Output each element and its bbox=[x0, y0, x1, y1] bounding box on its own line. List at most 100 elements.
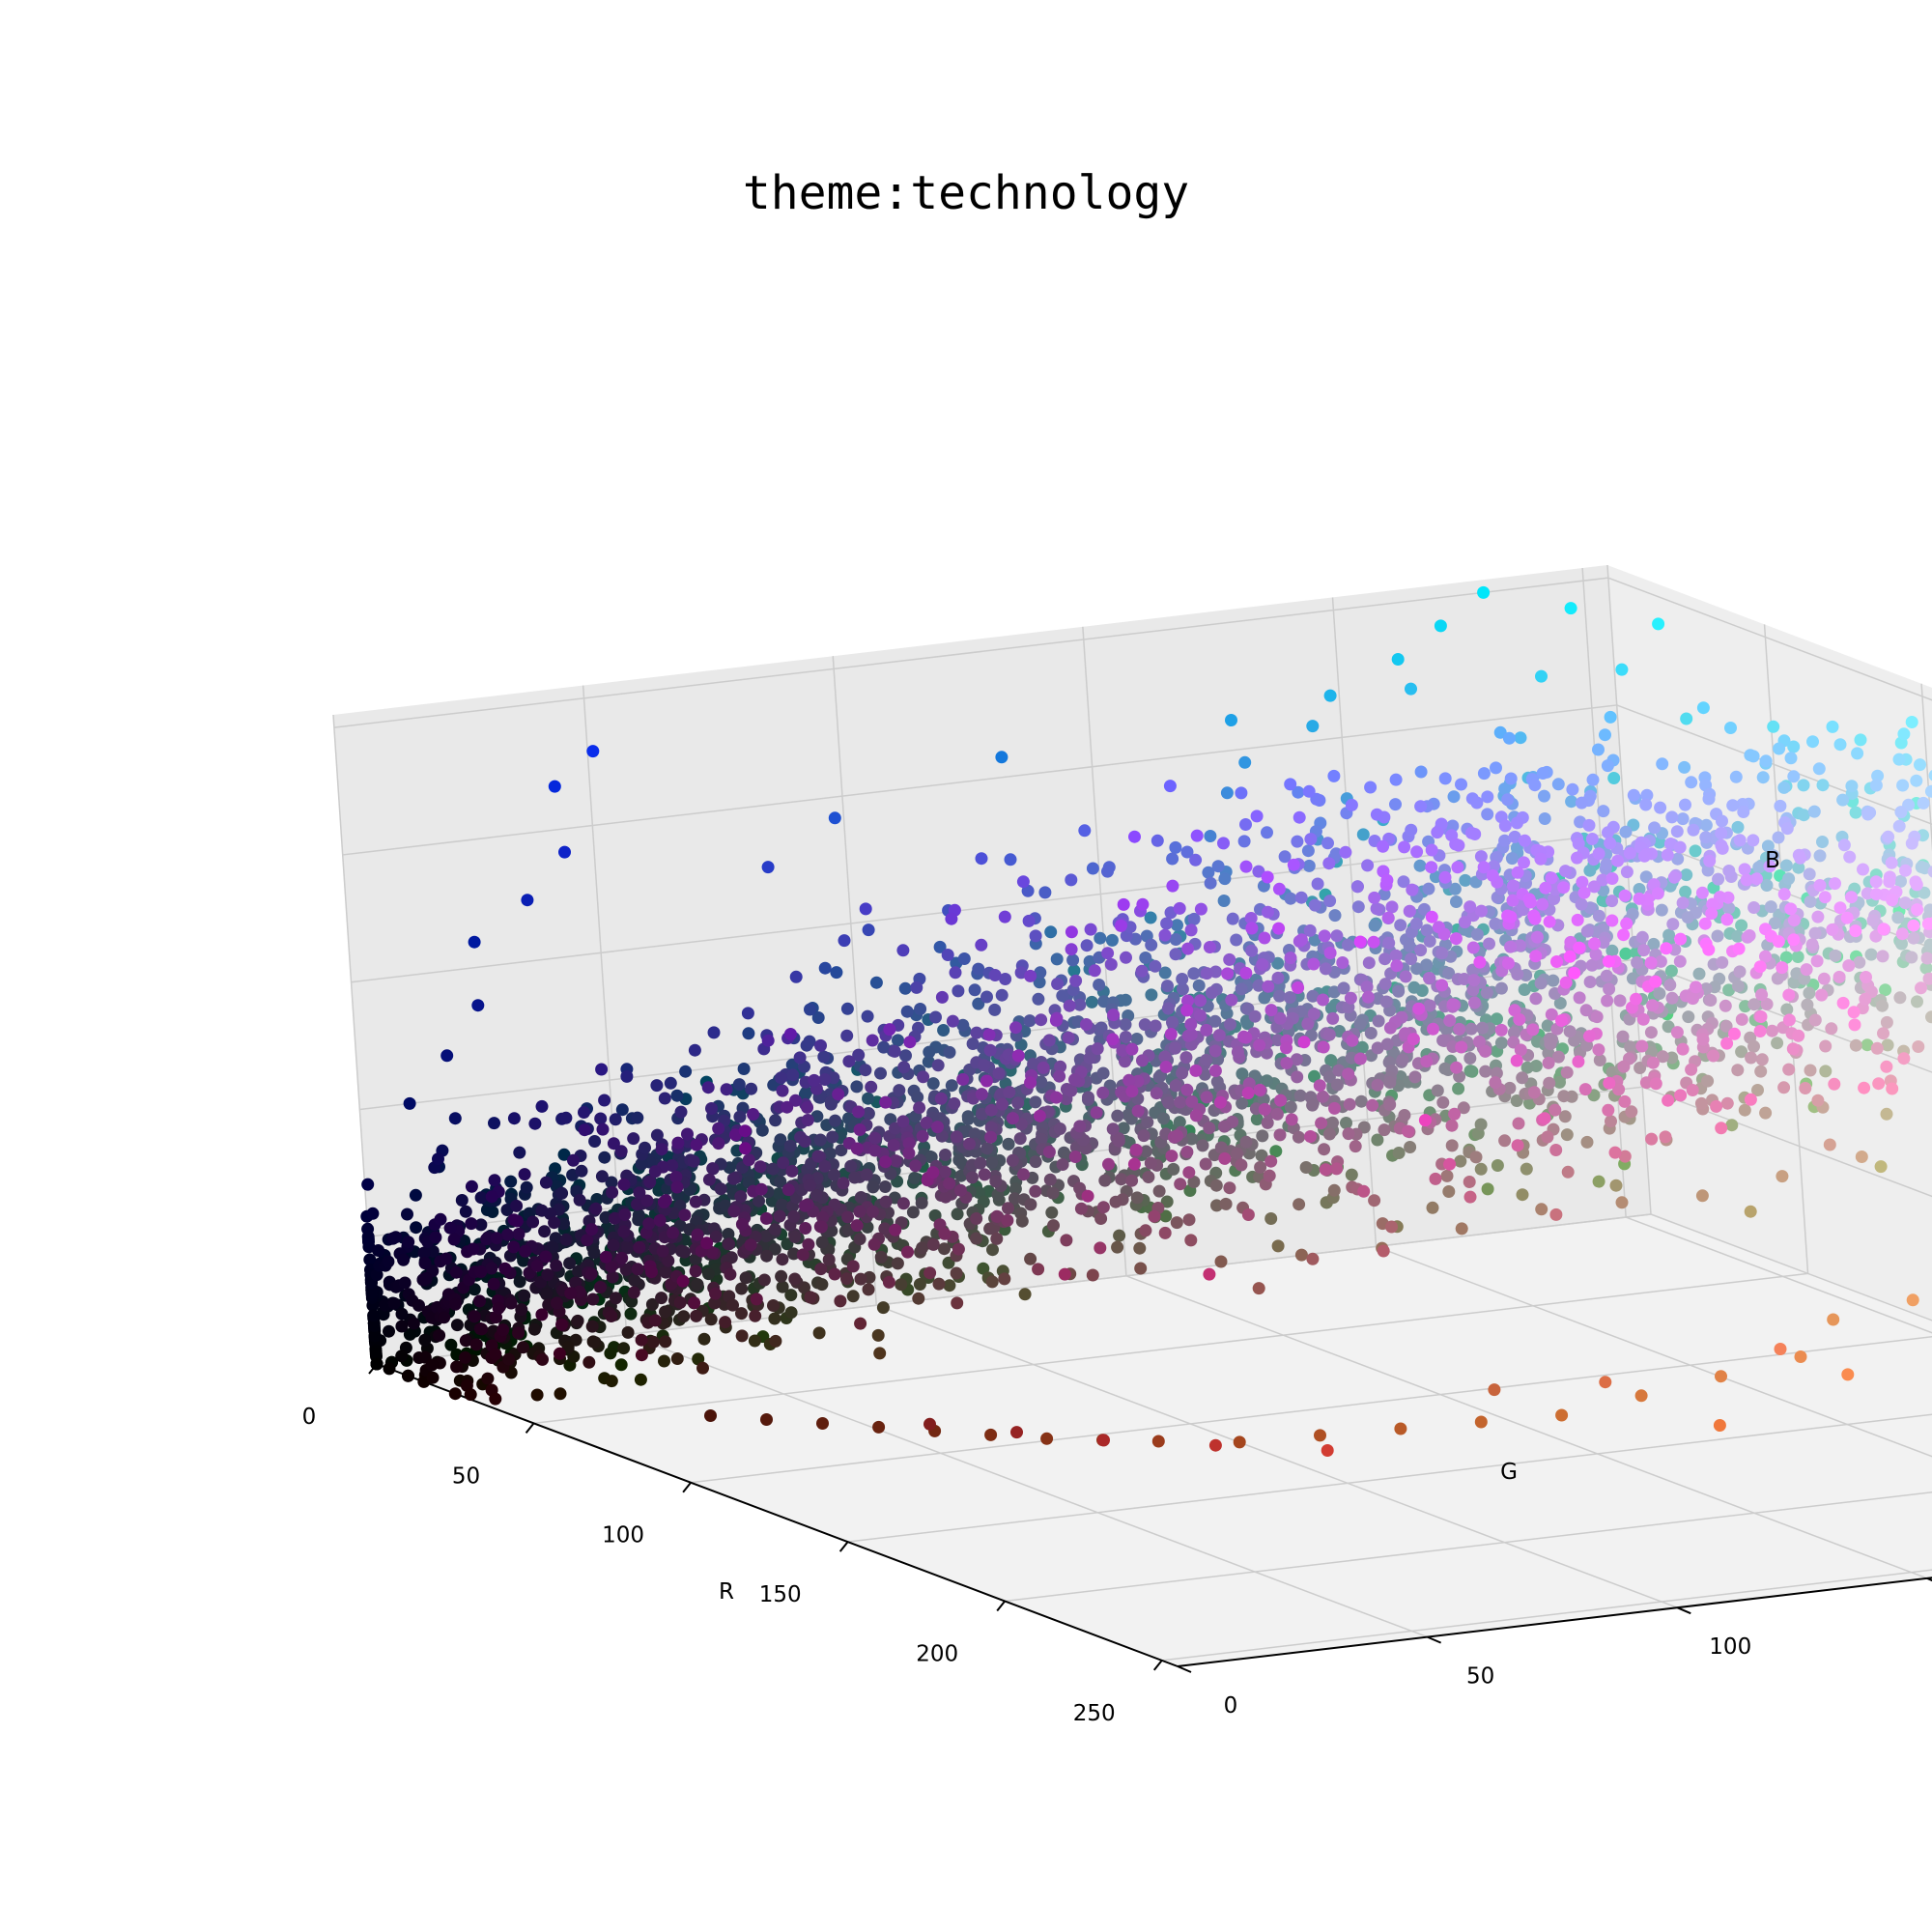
data-point bbox=[1523, 895, 1537, 909]
data-point bbox=[1514, 731, 1527, 745]
data-point bbox=[634, 1373, 647, 1386]
data-point bbox=[1489, 1076, 1502, 1090]
data-point bbox=[1605, 872, 1619, 885]
y-tick-label: 0 bbox=[1224, 1693, 1238, 1719]
data-point bbox=[828, 1267, 841, 1281]
data-point bbox=[1051, 978, 1065, 990]
data-point bbox=[1744, 1205, 1757, 1218]
data-point bbox=[1604, 837, 1617, 850]
data-point bbox=[550, 1259, 563, 1272]
data-point bbox=[1680, 712, 1693, 725]
data-point bbox=[1073, 1181, 1087, 1195]
data-point bbox=[1024, 1076, 1037, 1090]
data-point bbox=[669, 1170, 683, 1183]
data-point bbox=[1368, 1194, 1381, 1208]
data-point bbox=[535, 1308, 549, 1321]
data-point bbox=[1035, 1132, 1048, 1146]
data-point bbox=[846, 1260, 860, 1273]
data-point bbox=[443, 1221, 457, 1235]
data-point bbox=[1529, 950, 1543, 963]
data-point bbox=[1819, 1039, 1833, 1053]
data-point bbox=[402, 1236, 415, 1249]
data-point bbox=[1284, 892, 1297, 905]
data-point bbox=[787, 1209, 801, 1223]
data-point bbox=[609, 1211, 621, 1225]
data-point bbox=[1225, 993, 1238, 1007]
data-point bbox=[1204, 876, 1217, 890]
data-point bbox=[1218, 872, 1232, 886]
data-point bbox=[1607, 772, 1621, 784]
data-point bbox=[1836, 793, 1850, 807]
data-point bbox=[961, 1112, 975, 1125]
data-point bbox=[753, 1160, 767, 1174]
data-point bbox=[952, 984, 965, 998]
data-point bbox=[1184, 1017, 1198, 1031]
data-point bbox=[1117, 897, 1130, 911]
data-point bbox=[787, 1247, 801, 1261]
data-point bbox=[1080, 939, 1094, 952]
data-point bbox=[1053, 1069, 1066, 1083]
data-point bbox=[1553, 997, 1567, 1009]
data-point bbox=[1200, 1023, 1213, 1037]
data-point bbox=[1284, 952, 1297, 965]
data-point bbox=[982, 1028, 996, 1041]
data-point bbox=[1630, 992, 1642, 1006]
data-point bbox=[1323, 895, 1337, 908]
data-point bbox=[1354, 1094, 1368, 1108]
data-point bbox=[784, 1306, 798, 1320]
data-point bbox=[1208, 1044, 1222, 1058]
data-point bbox=[1905, 716, 1918, 728]
data-point bbox=[397, 1253, 411, 1266]
data-point bbox=[567, 1153, 580, 1167]
data-point bbox=[1306, 720, 1320, 733]
data-point bbox=[1047, 1219, 1060, 1233]
data-point bbox=[1520, 1061, 1534, 1074]
data-point bbox=[1879, 983, 1892, 997]
data-point bbox=[1586, 773, 1600, 786]
data-point bbox=[926, 1237, 940, 1251]
data-point bbox=[1886, 894, 1899, 907]
data-point bbox=[818, 1073, 832, 1086]
data-point bbox=[599, 1210, 612, 1224]
data-point bbox=[1082, 1091, 1094, 1104]
data-point bbox=[1892, 753, 1906, 766]
data-point bbox=[706, 1162, 720, 1176]
data-point bbox=[1261, 1074, 1273, 1088]
data-point bbox=[1371, 1078, 1384, 1092]
data-point bbox=[1602, 826, 1614, 839]
data-point bbox=[1322, 857, 1336, 870]
data-point bbox=[1776, 961, 1789, 975]
data-point bbox=[1536, 767, 1549, 780]
data-point bbox=[1006, 1153, 1019, 1167]
data-point bbox=[796, 1248, 810, 1262]
data-point bbox=[1898, 896, 1912, 910]
data-point bbox=[1353, 935, 1367, 949]
y-axis-line bbox=[1177, 1577, 1932, 1667]
data-point bbox=[978, 1059, 990, 1072]
data-point bbox=[578, 1123, 591, 1137]
data-point bbox=[1631, 955, 1644, 969]
data-point bbox=[1747, 901, 1761, 914]
data-point bbox=[1067, 964, 1081, 978]
data-point bbox=[1507, 1026, 1520, 1039]
data-point bbox=[1891, 911, 1905, 924]
data-point bbox=[1037, 1061, 1050, 1074]
data-point bbox=[1759, 754, 1773, 768]
data-point bbox=[783, 1028, 797, 1040]
data-point bbox=[1861, 808, 1875, 821]
data-point bbox=[1536, 897, 1549, 911]
data-point bbox=[1443, 1014, 1457, 1027]
data-point bbox=[1134, 1262, 1148, 1275]
data-point bbox=[837, 1177, 850, 1190]
data-point bbox=[1423, 934, 1436, 948]
data-point bbox=[1645, 1132, 1659, 1146]
data-point bbox=[1750, 872, 1763, 886]
data-point bbox=[943, 1279, 956, 1293]
grid-line bbox=[1650, 1213, 1932, 1321]
data-point bbox=[440, 1252, 453, 1265]
data-point bbox=[1455, 778, 1467, 791]
data-point bbox=[1713, 1419, 1726, 1432]
data-point bbox=[1813, 879, 1827, 892]
data-point bbox=[1575, 796, 1588, 810]
data-point bbox=[1679, 885, 1692, 898]
